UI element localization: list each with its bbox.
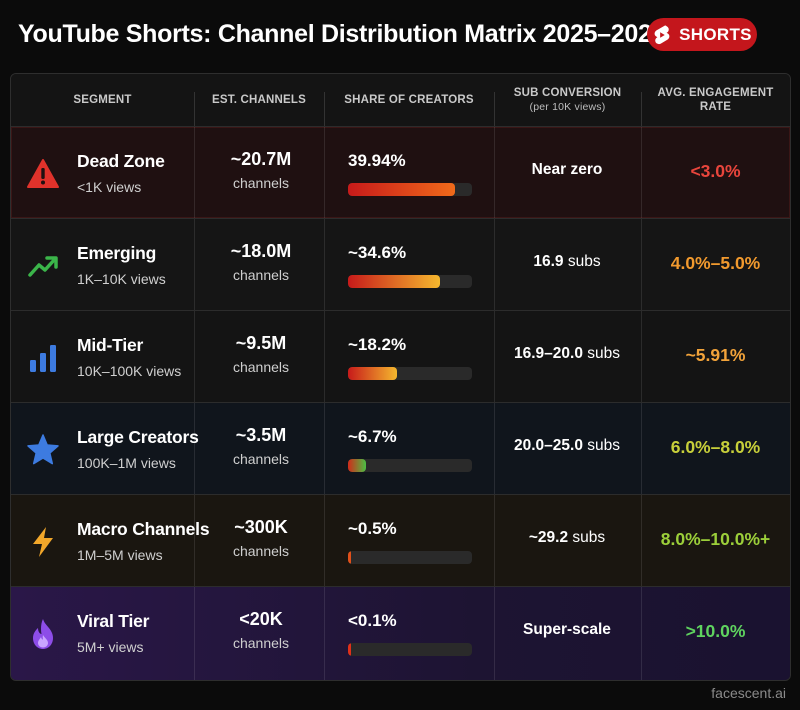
table-row: Emerging 1K–10K views ~18.0M channels ~3… bbox=[11, 218, 790, 310]
segment-name: Mid-Tier bbox=[77, 335, 144, 355]
engagement-rate: 8.0%–10.0%+ bbox=[660, 529, 771, 549]
engagement-rate: 4.0%–5.0% bbox=[670, 253, 761, 273]
channel-unit: channels bbox=[232, 175, 290, 191]
channel-value: <20K bbox=[239, 609, 283, 629]
channel-value: ~300K bbox=[234, 517, 288, 537]
share-value: ~18.2% bbox=[348, 335, 407, 354]
share-bar bbox=[348, 551, 472, 564]
flame-icon bbox=[26, 617, 60, 651]
trending-up-icon bbox=[26, 249, 60, 283]
channel-count: ~300K channels bbox=[196, 517, 326, 559]
table-header: SEGMENT EST. CHANNELS SHARE OF CREATORS … bbox=[11, 74, 790, 126]
table-row: Viral Tier 5M+ views <20K channels <0.1%… bbox=[11, 586, 790, 680]
table-row: Large Creators 100K–1M views ~3.5M chann… bbox=[11, 402, 790, 494]
conversion-value: 16.9–20.0 bbox=[513, 345, 583, 362]
conversion-value: ~29.2 bbox=[528, 529, 569, 546]
share-bar-fill bbox=[348, 367, 397, 380]
segment-views: <1K views bbox=[77, 179, 142, 195]
shorts-badge: SHORTS bbox=[647, 18, 757, 51]
share-value: ~6.7% bbox=[348, 427, 397, 446]
engagement-rate: ~5.91% bbox=[685, 345, 746, 365]
share-value: 39.94% bbox=[348, 151, 406, 170]
segment-views: 5M+ views bbox=[77, 639, 144, 655]
channel-value: ~3.5M bbox=[235, 425, 287, 445]
page-title: YouTube Shorts: Channel Distribution Mat… bbox=[18, 20, 666, 48]
share-bar bbox=[348, 367, 472, 380]
conversion-value: Super-scale bbox=[523, 621, 611, 638]
bar-chart-icon bbox=[26, 341, 60, 375]
watermark: facescent.ai bbox=[711, 685, 786, 701]
star-icon bbox=[26, 433, 60, 467]
channel-value: ~9.5M bbox=[235, 333, 287, 353]
channel-value: ~20.7M bbox=[230, 149, 292, 169]
channel-count: ~18.0M channels bbox=[196, 241, 326, 283]
segment-name: Dead Zone bbox=[77, 151, 165, 171]
engagement-rate: >10.0% bbox=[685, 621, 746, 641]
warning-icon bbox=[26, 157, 60, 191]
conversion-value: 16.9 bbox=[533, 253, 564, 270]
conversion-value: Near zero bbox=[531, 161, 603, 178]
channel-count: ~9.5M channels bbox=[196, 333, 326, 375]
col-header-engagement: AVG. ENGAGEMENT RATE bbox=[657, 86, 774, 113]
share-bar bbox=[348, 643, 472, 656]
conversion-cell: 16.9–20.0 subs bbox=[494, 345, 640, 363]
conversion-cell: ~29.2 subs bbox=[494, 529, 640, 547]
share-bar-fill bbox=[348, 643, 351, 656]
badge-label: SHORTS bbox=[679, 24, 752, 44]
channel-count: ~20.7M channels bbox=[196, 149, 326, 191]
share-bar bbox=[348, 459, 472, 472]
conversion-unit: subs bbox=[587, 345, 621, 362]
channel-value: ~18.0M bbox=[230, 241, 292, 261]
channel-unit: channels bbox=[232, 267, 290, 283]
share-bar bbox=[348, 275, 472, 288]
col-header-share: SHARE OF CREATORS bbox=[344, 93, 474, 106]
channel-count: <20K channels bbox=[196, 609, 326, 651]
channel-unit: channels bbox=[232, 635, 290, 651]
segment-name: Viral Tier bbox=[77, 611, 150, 631]
col-header-segment: SEGMENT bbox=[73, 93, 132, 106]
channel-unit: channels bbox=[232, 451, 290, 467]
distribution-table: SEGMENT EST. CHANNELS SHARE OF CREATORS … bbox=[10, 73, 791, 681]
engagement-rate: 6.0%–8.0% bbox=[670, 437, 761, 457]
segment-name: Large Creators bbox=[77, 427, 199, 447]
share-bar-fill bbox=[348, 183, 455, 196]
segment-views: 1M–5M views bbox=[77, 547, 163, 563]
lightning-icon bbox=[26, 525, 60, 559]
table-row: Mid-Tier 10K–100K views ~9.5M channels ~… bbox=[11, 310, 790, 402]
conversion-cell: Near zero bbox=[494, 161, 640, 179]
share-value: ~0.5% bbox=[348, 519, 397, 538]
channel-count: ~3.5M channels bbox=[196, 425, 326, 467]
segment-views: 100K–1M views bbox=[77, 455, 176, 471]
conversion-unit: subs bbox=[572, 529, 606, 546]
segment-name: Emerging bbox=[77, 243, 157, 263]
header: YouTube Shorts: Channel Distribution Mat… bbox=[0, 0, 800, 72]
share-bar-fill bbox=[348, 551, 351, 564]
segment-views: 1K–10K views bbox=[77, 271, 166, 287]
segment-views: 10K–100K views bbox=[77, 363, 182, 379]
table-row: Dead Zone <1K views ~20.7M channels 39.9… bbox=[11, 126, 790, 218]
share-bar bbox=[348, 183, 472, 196]
share-value: ~34.6% bbox=[348, 243, 407, 262]
engagement-rate: <3.0% bbox=[690, 161, 741, 181]
col-header-channels: EST. CHANNELS bbox=[212, 93, 306, 106]
conversion-cell: Super-scale bbox=[494, 621, 640, 639]
table-row: Macro Channels 1M–5M views ~300K channel… bbox=[11, 494, 790, 586]
conversion-cell: 16.9 subs bbox=[494, 253, 640, 271]
share-value: <0.1% bbox=[348, 611, 397, 630]
channel-unit: channels bbox=[232, 359, 290, 375]
channel-unit: channels bbox=[232, 543, 290, 559]
col-header-conversion: SUB CONVERSION (per 10K views) bbox=[513, 87, 622, 113]
conversion-value: 20.0–25.0 bbox=[513, 437, 583, 454]
segment-name: Macro Channels bbox=[77, 519, 210, 539]
youtube-shorts-icon bbox=[654, 24, 670, 44]
share-bar-fill bbox=[348, 275, 440, 288]
conversion-unit: subs bbox=[567, 253, 601, 270]
conversion-unit: subs bbox=[587, 437, 621, 454]
conversion-cell: 20.0–25.0 subs bbox=[494, 437, 640, 455]
share-bar-fill bbox=[348, 459, 366, 472]
